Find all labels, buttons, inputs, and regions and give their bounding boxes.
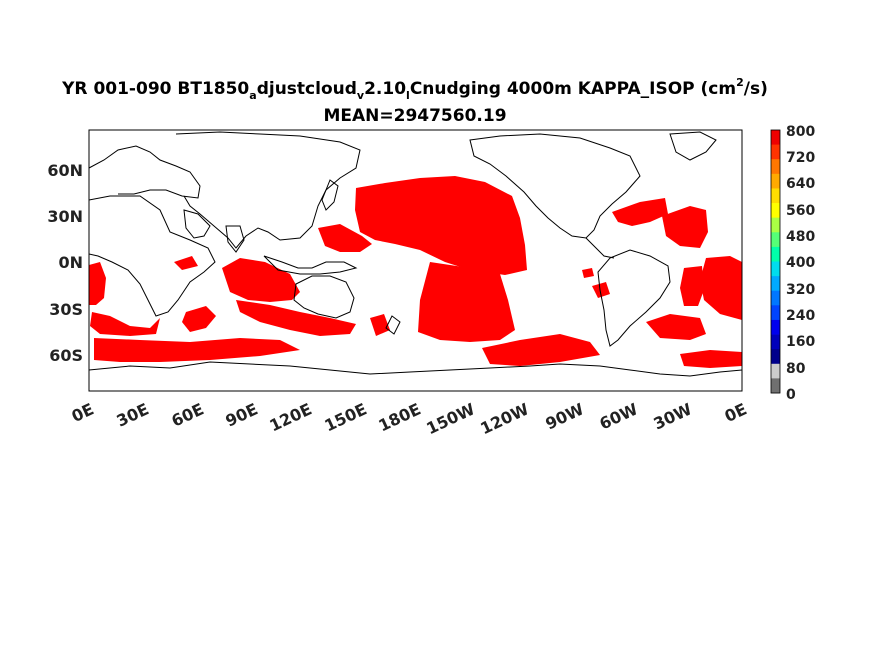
small-patch-3: [370, 314, 390, 336]
lon-label: 0E: [69, 399, 97, 426]
india-coastline: [225, 225, 245, 253]
indian-south-region: [236, 300, 356, 336]
africa-coastline: [89, 195, 216, 317]
lat-axis: 60N 30N 0N 30S 60S: [47, 161, 83, 365]
lon-label: 120W: [477, 399, 532, 438]
colorbar-swatch: [771, 130, 780, 146]
colorbar-swatch: [771, 378, 780, 394]
colorbar-swatch: [771, 276, 780, 292]
europe-coastline: [89, 145, 201, 199]
colorbar-tick-label: 720: [786, 150, 815, 166]
australia-coastline: [293, 275, 355, 319]
small-patch-4: [582, 268, 594, 278]
colorbar-swatch: [771, 188, 780, 204]
lat-label: 60S: [49, 346, 83, 365]
lon-label: 150E: [321, 399, 369, 435]
lon-label: 90E: [223, 399, 261, 430]
colorbar-swatch: [771, 290, 780, 306]
colorbar-swatch: [771, 203, 780, 219]
colorbar: [770, 129, 781, 394]
madagascar-region: [182, 306, 216, 332]
colorbar-tick-label: 320: [786, 282, 815, 298]
argentine-basin-region: [646, 314, 706, 340]
colorbar-swatch: [771, 217, 780, 233]
colorbar-swatch: [771, 159, 780, 175]
lon-label: 60E: [169, 399, 207, 430]
colorbar-tick-label: 640: [786, 176, 815, 192]
south-america-coastline: [597, 249, 671, 347]
tropical-atlantic-region: [700, 256, 742, 320]
colorbar-swatch: [771, 349, 780, 365]
high-value-regions: [89, 176, 742, 368]
colorbar-tick-label: 400: [786, 255, 815, 271]
new-zealand-coastline: [385, 315, 401, 335]
lon-label: 90W: [542, 399, 587, 433]
central-america-coastline: [585, 237, 615, 259]
coastlines: [89, 131, 742, 377]
mean-value: MEAN=2947560.19: [323, 106, 507, 126]
colorbar-swatch: [771, 246, 780, 262]
lon-label: 150W: [423, 399, 478, 438]
sw-africa-region: [90, 312, 160, 336]
colorbar-swatch: [771, 173, 780, 189]
lon-label: 120E: [266, 399, 314, 435]
indonesia-coastline: [263, 255, 358, 275]
lon-label: 30E: [114, 399, 152, 430]
plot-title: YR 001-090 BT1850adjustcloudv2.10lCnudgi…: [62, 76, 768, 102]
lon-axis: 0E 30E 60E 90E 120E 150E 180E 150W 120W …: [69, 399, 750, 438]
southern-indian-region: [94, 338, 300, 362]
brazil-basin-region: [680, 266, 704, 306]
colorbar-tick-label: 480: [786, 229, 815, 245]
south-atlantic-east-region: [89, 262, 106, 305]
small-patch-2: [592, 282, 610, 298]
lon-label: 0E: [722, 399, 750, 426]
map-frame: [88, 129, 743, 392]
colorbar-swatch: [771, 363, 780, 379]
lon-label: 30W: [650, 399, 695, 433]
south-pacific-region: [418, 262, 515, 342]
colorbar-swatch: [771, 305, 780, 321]
colorbar-tick-label: 240: [786, 308, 815, 324]
colorbar-swatch: [771, 144, 780, 160]
colorbar-swatch: [771, 319, 780, 335]
colorbar-swatch: [771, 261, 780, 277]
north-atlantic-region: [612, 198, 668, 226]
colorbar-labels: 800 720 640 560 480 400 320 240 160 80 0: [786, 124, 815, 403]
small-patch-1: [174, 256, 198, 270]
colorbar-frame: [770, 129, 781, 394]
lat-label: 30N: [47, 207, 83, 226]
lon-label: 60W: [596, 399, 641, 433]
lat-label: 0N: [58, 253, 83, 272]
arabia-coastline: [183, 209, 211, 239]
lon-label: 180E: [375, 399, 423, 435]
west-pacific-region: [318, 224, 372, 252]
lat-label: 30S: [49, 300, 83, 319]
antarctica-coastline: [89, 361, 742, 377]
colorbar-tick-label: 800: [786, 124, 815, 140]
colorbar-swatch: [771, 232, 780, 248]
mid-atlantic-region: [662, 206, 708, 248]
southern-atlantic-region: [680, 350, 742, 368]
north-pacific-region: [355, 176, 527, 275]
asia-coastline: [175, 131, 361, 249]
colorbar-swatch: [771, 334, 780, 350]
southern-pacific-region: [482, 334, 600, 366]
colorbar-tick-label: 160: [786, 334, 815, 350]
colorbar-tick-label: 0: [786, 387, 796, 403]
north-america-coastline: [469, 133, 641, 239]
lat-label: 60N: [47, 161, 83, 180]
indian-ocean-region: [222, 258, 300, 302]
japan-coastline: [321, 179, 339, 211]
greenland-coastline: [669, 131, 717, 161]
colorbar-tick-label: 560: [786, 203, 815, 219]
colorbar-tick-label: 80: [786, 361, 806, 377]
